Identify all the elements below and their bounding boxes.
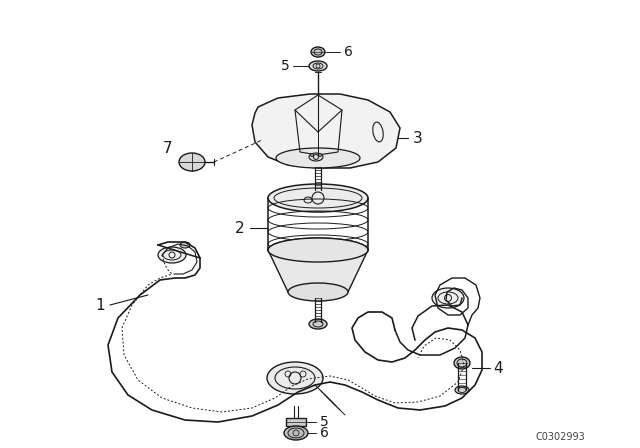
- Text: 1: 1: [95, 297, 105, 313]
- Ellipse shape: [268, 238, 368, 262]
- Ellipse shape: [158, 247, 186, 263]
- Ellipse shape: [268, 238, 368, 262]
- Ellipse shape: [455, 386, 469, 394]
- Ellipse shape: [179, 153, 205, 171]
- Ellipse shape: [309, 319, 327, 329]
- Text: 4: 4: [493, 361, 503, 375]
- Ellipse shape: [267, 362, 323, 394]
- Text: C0302993: C0302993: [535, 432, 585, 442]
- Ellipse shape: [268, 184, 368, 212]
- Text: 5: 5: [280, 59, 289, 73]
- Ellipse shape: [288, 283, 348, 301]
- Polygon shape: [286, 418, 306, 426]
- Ellipse shape: [309, 153, 323, 161]
- Ellipse shape: [284, 426, 308, 440]
- Ellipse shape: [454, 357, 470, 369]
- Ellipse shape: [180, 242, 190, 248]
- Text: 6: 6: [344, 45, 353, 59]
- Circle shape: [310, 154, 314, 156]
- Ellipse shape: [309, 61, 327, 71]
- Polygon shape: [268, 250, 368, 292]
- Ellipse shape: [311, 47, 325, 57]
- Circle shape: [319, 154, 321, 156]
- Text: 6: 6: [320, 426, 329, 440]
- Text: 3: 3: [413, 130, 423, 146]
- Ellipse shape: [276, 148, 360, 168]
- Polygon shape: [252, 94, 400, 168]
- Text: 7: 7: [163, 141, 173, 155]
- Text: 5: 5: [320, 415, 329, 429]
- Ellipse shape: [432, 288, 464, 308]
- Text: 2: 2: [235, 220, 245, 236]
